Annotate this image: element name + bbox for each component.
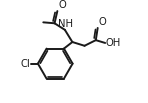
Text: OH: OH <box>106 38 121 48</box>
Text: NH: NH <box>58 19 73 29</box>
Text: O: O <box>99 17 106 27</box>
Text: O: O <box>58 0 66 10</box>
Text: Cl: Cl <box>21 59 30 69</box>
